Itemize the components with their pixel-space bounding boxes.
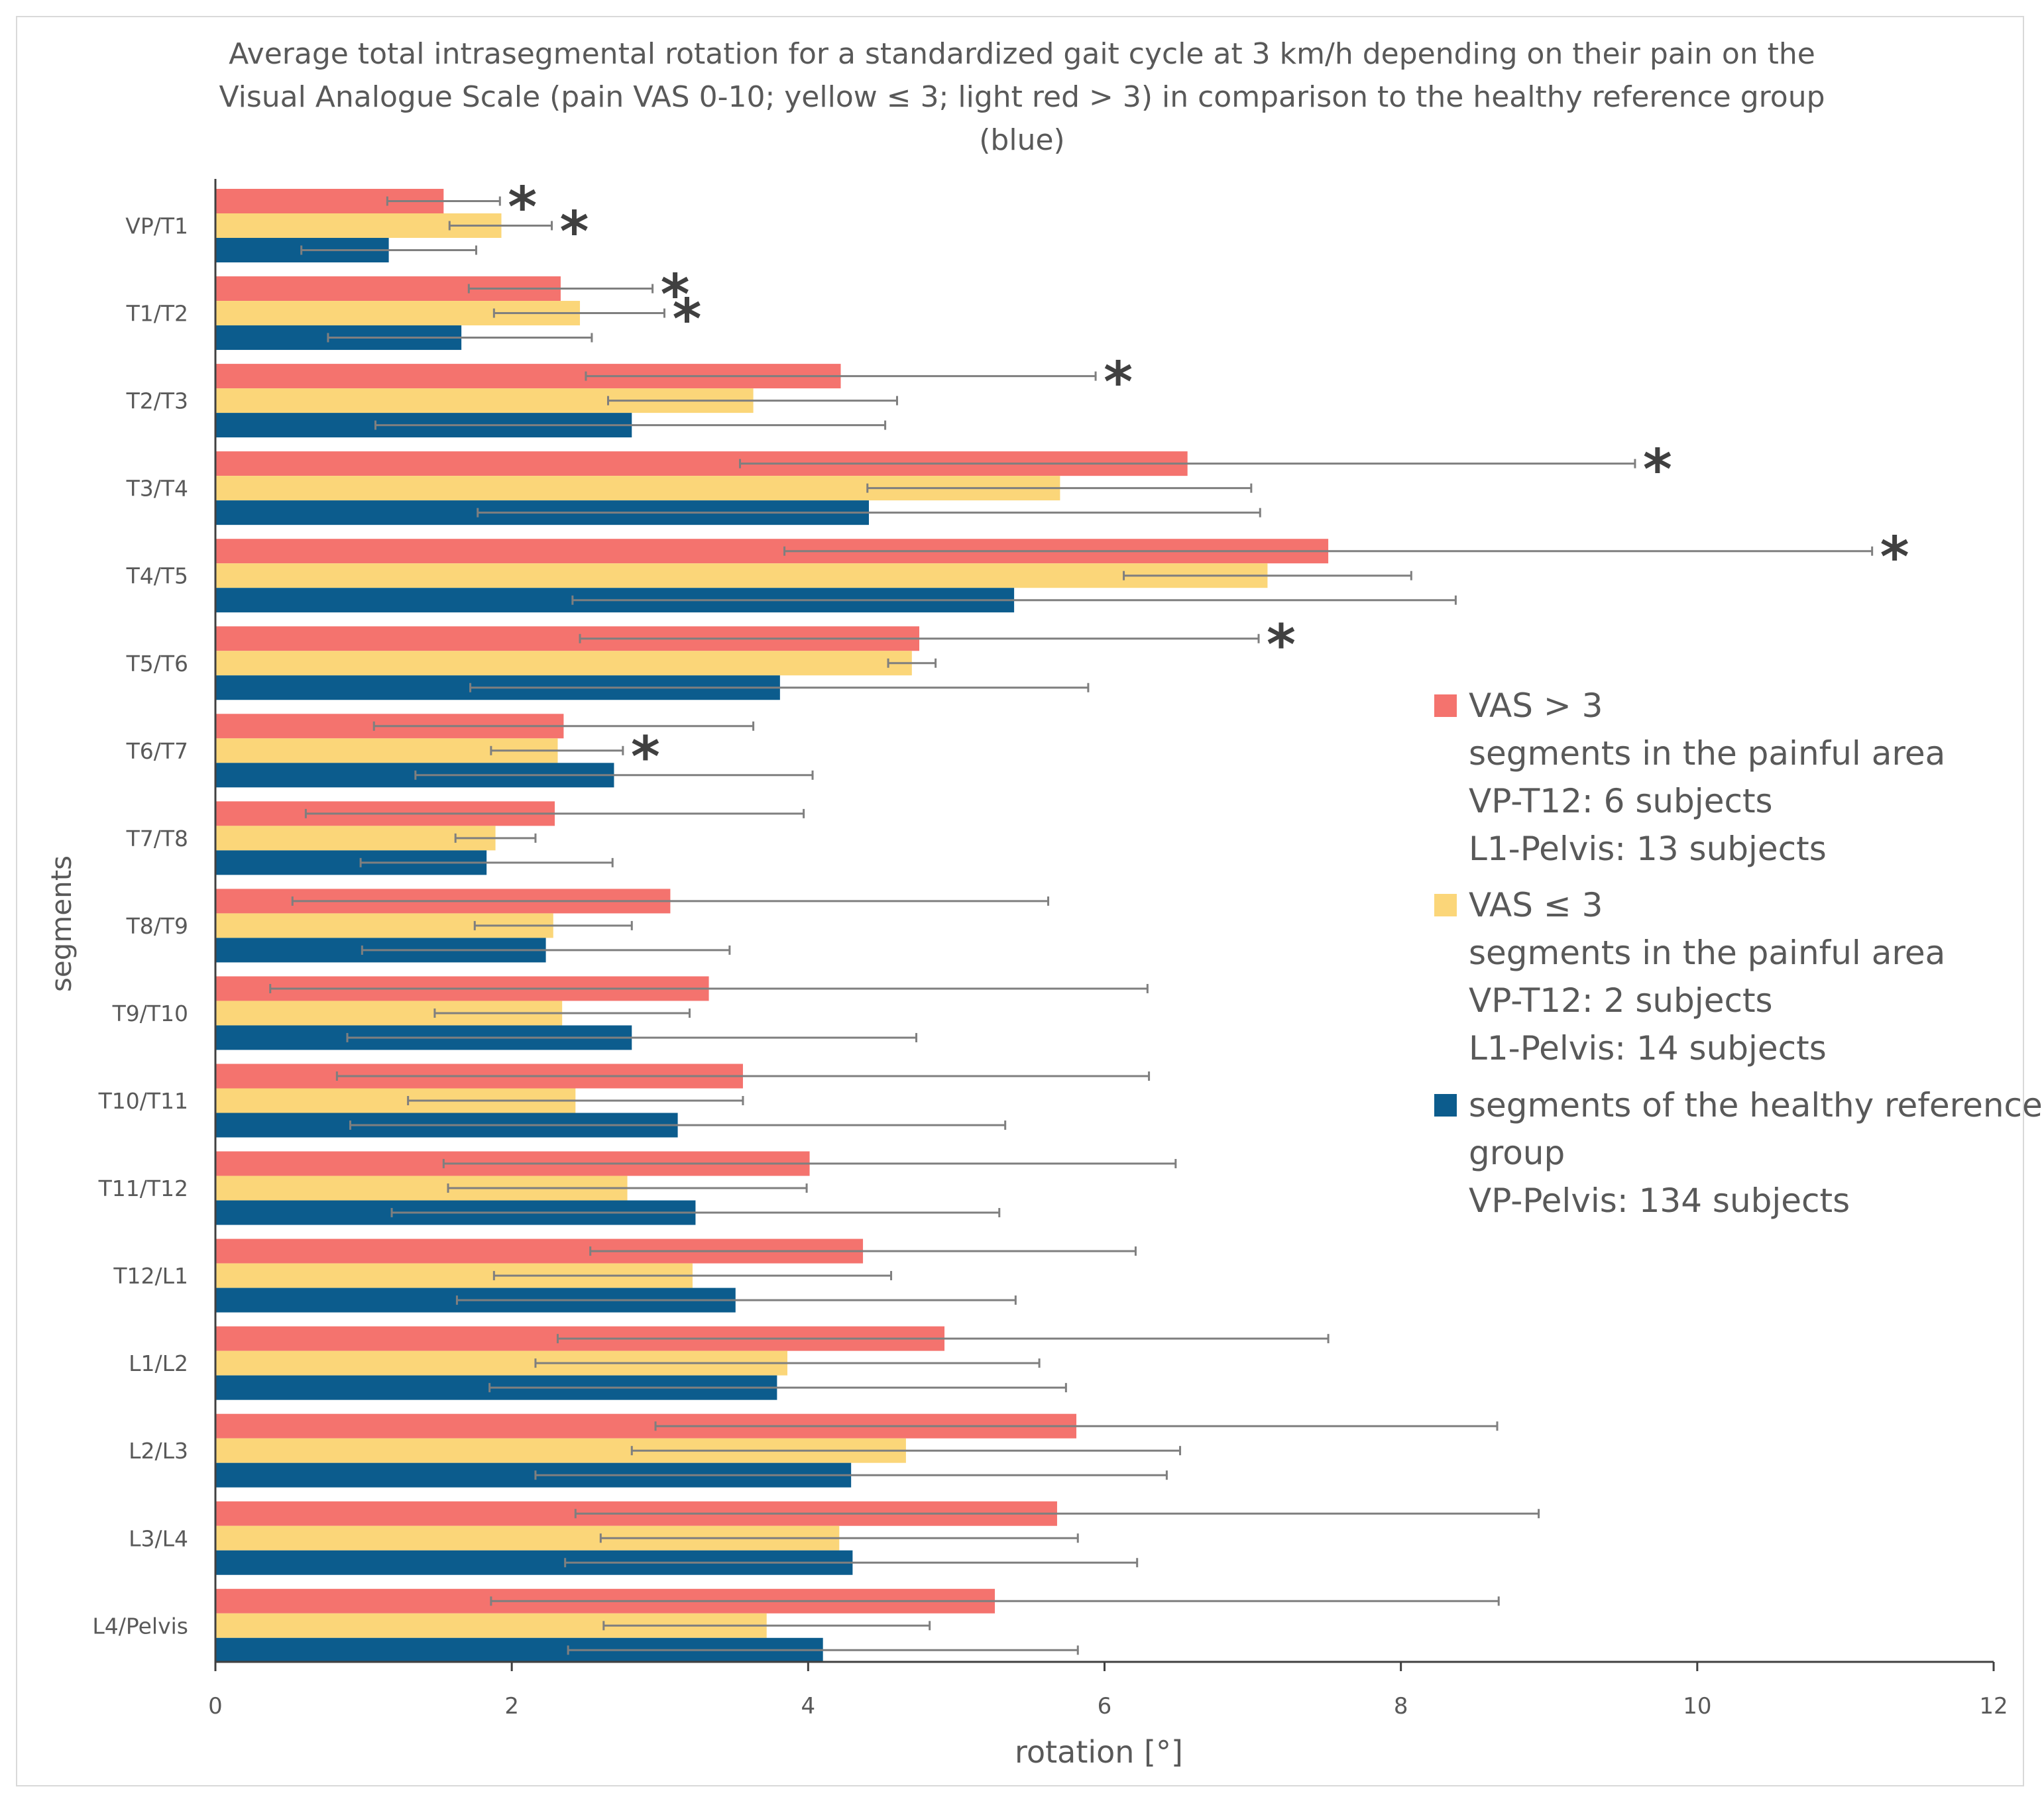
error-bars-layer (269, 196, 1874, 1655)
significance-marker: * (508, 175, 537, 240)
significance-marker: * (661, 262, 690, 327)
y-tick-label: T10/T11 (98, 1088, 188, 1114)
legend-description: segments in the painful area (1469, 934, 1946, 972)
legend-description: VP-Pelvis: 134 subjects (1469, 1181, 1850, 1220)
chart-frame (16, 16, 2024, 1786)
y-tick-label: T8/T9 (126, 913, 188, 939)
y-tick-label: T3/T4 (126, 476, 188, 502)
legend-swatch-vas-gt-3 (1434, 694, 1457, 717)
y-tick-label: T11/T12 (98, 1176, 188, 1201)
y-tick-label: VP/T1 (125, 213, 188, 239)
x-tick-label: 0 (208, 1693, 223, 1720)
significance-markers-layer: * ******** (508, 175, 1909, 789)
x-tick-label: 8 (1394, 1693, 1408, 1720)
legend-swatch-vas-le-3 (1434, 894, 1457, 916)
significance-marker: * (672, 287, 701, 352)
y-tick-label: L3/L4 (129, 1525, 188, 1551)
legend-swatch-healthy-reference (1434, 1094, 1457, 1117)
y-tick-label: L2/L3 (129, 1438, 188, 1464)
bar-t5-t6-vas-3 (215, 651, 912, 676)
x-tick-label: 10 (1683, 1693, 1711, 1720)
legend-description: VP-T12: 6 subjects (1469, 782, 1773, 820)
y-tick-label: T2/T3 (126, 388, 188, 414)
legend-label: VAS ≤ 3 (1469, 886, 1603, 924)
significance-marker: * (1880, 525, 1909, 590)
chart-title-line-3: (blue) (979, 123, 1065, 157)
legend-description: L1-Pelvis: 14 subjects (1469, 1029, 1827, 1067)
x-tick-label: 2 (504, 1693, 519, 1720)
bar-t7-t8-vas-3 (215, 826, 496, 851)
y-tick-label: T4/T5 (126, 563, 188, 589)
y-tick-label: T7/T8 (126, 826, 188, 851)
legend-label: segments of the healthy reference (1469, 1086, 2043, 1124)
bars-layer (215, 189, 1329, 1663)
bar-t4-t5-vas-3 (215, 563, 1268, 588)
significance-marker: * (560, 199, 589, 264)
x-axis-title: rotation [°] (1015, 1734, 1183, 1770)
y-tick-label: T1/T2 (126, 301, 188, 327)
axes-layer: VP/T1 T1/T2 T2/T3 T3/T4 T4/T5 T5/T6 T6/T7 T7/T8… (92, 179, 2008, 1720)
y-tick-label: T9/T10 (112, 1001, 188, 1026)
y-tick-label: T12/L1 (113, 1263, 188, 1289)
legend-description: group (1469, 1134, 1565, 1172)
x-tick-label: 12 (1979, 1693, 2008, 1720)
x-tick-label: 4 (801, 1693, 816, 1720)
x-tick-label: 6 (1098, 1693, 1112, 1720)
significance-marker: * (1267, 612, 1296, 677)
y-tick-label: T5/T6 (126, 651, 188, 677)
chart-title-line-2: Visual Analogue Scale (pain VAS 0-10; ye… (219, 80, 1825, 114)
y-tick-label: T6/T7 (126, 738, 188, 764)
legend-label: VAS > 3 (1469, 686, 1603, 725)
y-axis-title: segments (45, 855, 78, 992)
y-tick-label: L1/L2 (129, 1350, 188, 1376)
legend-description: VP-T12: 2 subjects (1469, 981, 1773, 1020)
legend-description: segments in the painful area (1469, 734, 1946, 773)
legend-description: L1-Pelvis: 13 subjects (1469, 830, 1827, 868)
y-tick-label: L4/Pelvis (92, 1613, 188, 1639)
chart-title-line-1: Average total intrasegmental rotation fo… (229, 37, 1815, 71)
significance-marker: * (631, 724, 660, 789)
significance-marker: * (1643, 437, 1672, 502)
significance-marker: * (1104, 350, 1133, 415)
